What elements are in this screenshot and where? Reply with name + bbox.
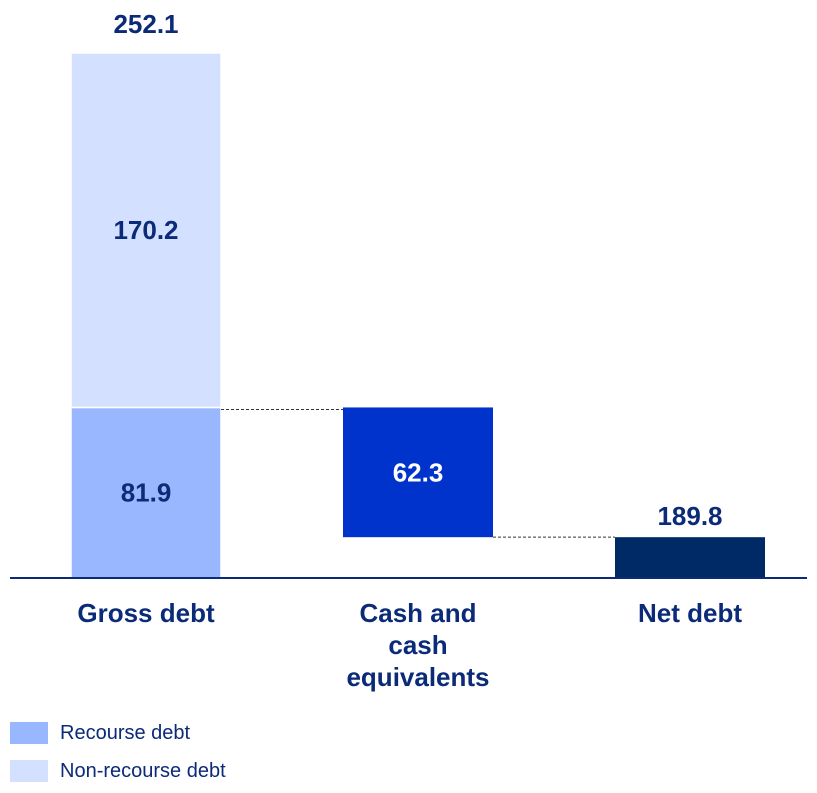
data-label-gross-debt-total: 252.1 [113,9,178,39]
legend-swatch-non-recourse-debt [10,760,48,782]
bar-segment-recourse-debt [70,406,222,579]
bar-net-debt [615,537,765,578]
legend-label-non-recourse-debt: Non-recourse debt [60,760,226,782]
bar-segment-non-recourse-debt [70,52,222,409]
data-label-non-recourse-debt: 170.2 [113,215,178,245]
data-label-cash: 62.3 [393,457,444,487]
data-label-net-debt: 189.8 [657,501,722,531]
bar-cash-and-cash-equivalents [343,407,493,538]
x-tick-label-net-debt: Net debt [638,598,742,628]
legend-swatch-recourse-debt [10,722,48,744]
data-label-recourse-debt: 81.9 [121,478,172,508]
legend-label-recourse-debt: Recourse debt [60,722,191,744]
x-tick-label-cash-and-cash-equivalents: Cash and cash equivalents [346,598,489,692]
x-tick-label-gross-debt: Gross debt [77,598,215,628]
waterfall-chart: 81.9 170.2 252.1 62.3 189.8 Gross debt Cash an… [10,9,807,692]
